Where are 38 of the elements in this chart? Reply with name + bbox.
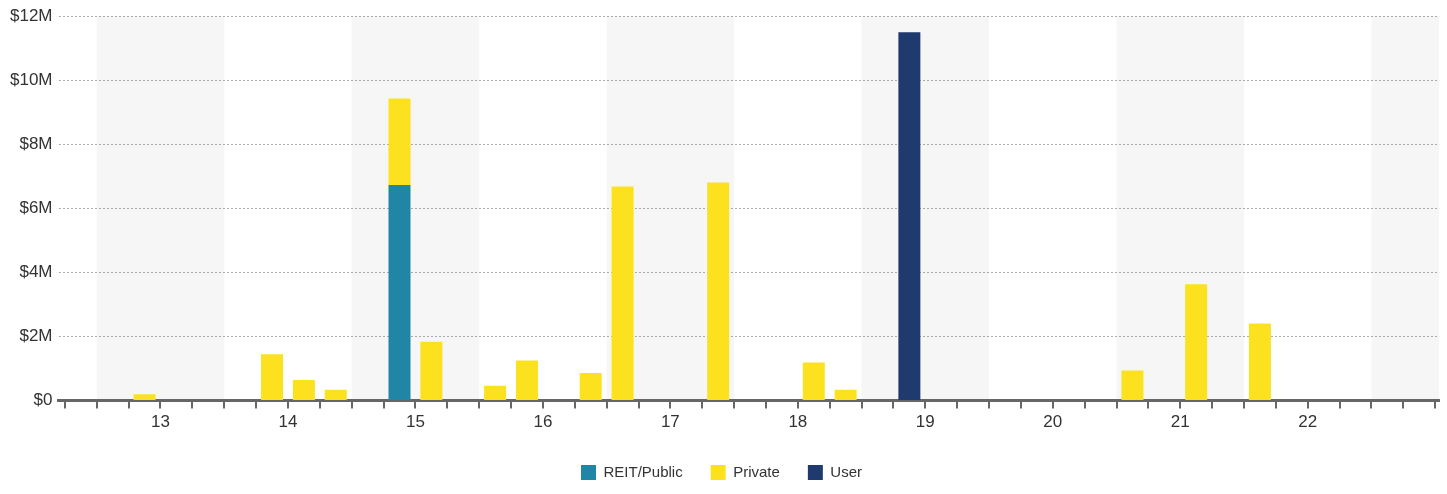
bar xyxy=(834,389,857,401)
bar xyxy=(1185,284,1208,401)
legend-label: REIT/Public xyxy=(603,462,684,480)
y-tick-label: $8M xyxy=(19,134,53,154)
x-tick-label: 19 xyxy=(915,412,935,432)
bar xyxy=(1248,323,1271,401)
bar xyxy=(324,389,347,401)
x-tick-label: 15 xyxy=(405,412,425,432)
bar xyxy=(898,32,921,401)
x-tick-label: 18 xyxy=(788,412,808,432)
y-tick-label: $6M xyxy=(19,198,53,218)
bar xyxy=(515,360,538,401)
x-tick-label: 22 xyxy=(1298,412,1318,432)
bar xyxy=(802,362,825,401)
y-tick-label: $0 xyxy=(33,390,53,410)
x-tick-label: 13 xyxy=(151,412,170,432)
bar xyxy=(388,185,411,401)
bar xyxy=(133,394,156,401)
bar xyxy=(611,186,634,401)
x-tick-label: 20 xyxy=(1043,412,1063,432)
x-tick-label: 21 xyxy=(1170,412,1190,432)
bar xyxy=(484,385,507,401)
y-tick-label: $2M xyxy=(19,326,53,346)
y-tick-label: $10M xyxy=(9,69,53,89)
x-tick-label: 17 xyxy=(660,412,680,432)
bar xyxy=(420,341,443,401)
bar xyxy=(261,354,284,401)
x-tick-label: 16 xyxy=(533,412,553,432)
y-tick-label: $4M xyxy=(19,262,53,282)
bar xyxy=(292,380,315,401)
x-tick-label: 14 xyxy=(278,412,298,432)
bar xyxy=(707,182,730,401)
bar xyxy=(1121,370,1144,401)
bar xyxy=(388,98,411,186)
legend-label: User xyxy=(830,462,863,480)
y-tick-label: $12M xyxy=(9,5,53,25)
legend-label: Private xyxy=(733,462,780,480)
bar xyxy=(579,373,602,401)
